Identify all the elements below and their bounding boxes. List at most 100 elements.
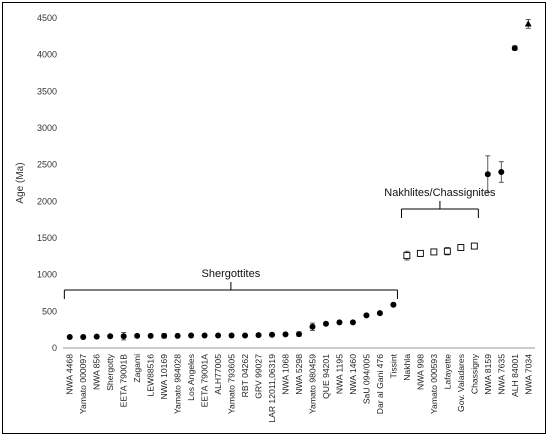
triangle-marker (524, 20, 532, 27)
y-tick-label: 3000 (37, 123, 57, 133)
circle-marker (309, 323, 316, 330)
circle-marker (188, 332, 195, 339)
x-tick-label: Gov. Valadares (456, 354, 466, 412)
data-point (174, 332, 181, 339)
circle-marker (255, 332, 262, 339)
circle-marker (107, 333, 114, 340)
x-tick-label: Tissint (388, 353, 398, 378)
chart-frame: 0 500 1000 1500 2000 2500 3000 3500 4000 4500 She… (2, 2, 546, 434)
y-tick-label: 500 (42, 306, 57, 316)
data-point (376, 310, 383, 317)
age-chart: 0 500 1000 1500 2000 2500 3000 3500 4000 4500 She… (15, 13, 535, 423)
x-tick-label: NWA 998 (415, 354, 425, 390)
data-point (228, 332, 235, 339)
circle-marker (269, 331, 276, 338)
data-point (322, 320, 329, 327)
data-point (201, 332, 208, 339)
x-tick-label: Yamato 000593 (429, 354, 439, 414)
group-brackets: Shergottites Nakhlites/Chassignites (63, 187, 496, 299)
circle-marker (376, 310, 383, 317)
data-point (416, 249, 424, 257)
circle-marker (282, 331, 289, 338)
data-point (524, 19, 532, 29)
x-tick-label: NWA 8159 (483, 354, 493, 395)
y-tick-labels: 0 500 1000 1500 2000 2500 3000 3500 4000 4500 (37, 13, 57, 353)
x-tick-label: NWA 856 (92, 354, 102, 390)
data-point (336, 319, 343, 326)
x-tick-label: Yamato 984028 (173, 354, 183, 414)
data-point (403, 250, 411, 261)
circle-marker (363, 312, 370, 319)
data-point (120, 332, 127, 341)
data-point (107, 333, 114, 340)
data-point (349, 319, 356, 326)
data-point (498, 161, 505, 183)
data-point (363, 312, 370, 319)
y-tick-label: 2000 (37, 196, 57, 206)
circle-marker (322, 320, 329, 327)
data-point (484, 155, 491, 193)
x-tick-label: EETA 79001B (119, 354, 129, 408)
circle-marker (80, 334, 87, 340)
circle-marker (242, 332, 249, 339)
circle-marker (215, 332, 222, 339)
x-tick-label: NWA 5298 (294, 354, 304, 395)
data-point (457, 244, 465, 251)
circle-marker (134, 332, 141, 339)
x-tick-label: Dar al Gani 476 (375, 354, 385, 414)
group-bracket: Nakhlites/Chassignites (384, 187, 496, 218)
group-bracket: Shergottites (63, 268, 398, 299)
data-point (80, 334, 87, 340)
circle-marker (390, 301, 397, 308)
x-tick-label: NWA 7635 (496, 354, 506, 395)
data-point (161, 332, 168, 339)
circle-marker (228, 332, 235, 339)
x-tick-label: Yamato 980459 (307, 354, 317, 414)
circle-marker (336, 319, 343, 326)
y-tick-label: 1500 (37, 233, 57, 243)
data-point (511, 45, 518, 52)
x-tick-label: Zagami (132, 354, 142, 383)
circle-marker (66, 334, 73, 340)
y-tick-label: 0 (52, 343, 57, 353)
data-point (242, 332, 249, 339)
x-tick-label: NWA 1195 (334, 354, 344, 394)
circle-marker (349, 319, 356, 326)
x-tick-label: QUE 94201 (321, 354, 331, 399)
y-axis-title: Age (Ma) (15, 162, 26, 203)
square-marker (443, 247, 451, 255)
square-marker (470, 242, 478, 250)
x-tick-label: ALH77005 (213, 354, 223, 395)
y-tick-label: 4500 (37, 13, 57, 23)
data-point (390, 301, 397, 308)
x-tick-label: EETA 79001A (200, 354, 210, 408)
x-tick-label: LAR 12011,06319 (267, 354, 277, 423)
circle-marker (201, 332, 208, 339)
square-marker (457, 244, 465, 251)
x-tick-label: Chassigny (469, 353, 479, 394)
data-point (66, 334, 73, 340)
circle-marker (498, 169, 505, 175)
data-point (269, 331, 276, 338)
circle-marker (484, 171, 491, 178)
data-point (255, 332, 262, 339)
group-label: Nakhlites/Chassignites (384, 187, 496, 199)
data-point (147, 332, 154, 339)
y-tick-label: 3500 (37, 86, 57, 96)
x-tick-label: Yamato 000097 (78, 354, 88, 414)
x-tick-label: Nakhla (402, 354, 412, 381)
x-tick-label: Lafayette (442, 354, 452, 390)
x-tick-labels: NWA 4468 Yamato 000097 NWA 856 Shergotty EET… (65, 353, 534, 422)
data-point (309, 322, 316, 331)
x-tick-label: SaU 094/005 (361, 354, 371, 404)
x-tick-label: Shergotty (105, 353, 115, 390)
data-point (470, 242, 478, 250)
x-tick-label: NWA 7034 (523, 354, 533, 395)
circle-marker (161, 332, 168, 339)
data-point (430, 248, 438, 256)
x-tick-label: NWA 4468 (65, 354, 75, 395)
data-point (215, 332, 222, 339)
y-tick-label: 2500 (37, 160, 57, 170)
x-tick-label: RBT 04262 (240, 354, 250, 398)
data-point (443, 247, 451, 256)
